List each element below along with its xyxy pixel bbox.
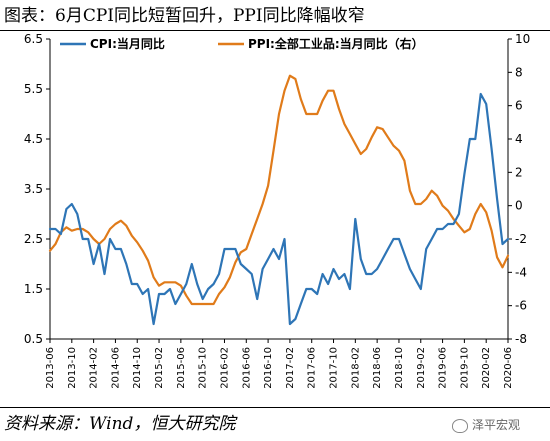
x-tick-label: 2014-10 — [132, 347, 143, 389]
x-tick-label: 2019-02 — [416, 347, 427, 389]
x-tick-label: 2020-02 — [481, 347, 492, 389]
x-tick-label: 2019-06 — [438, 347, 449, 389]
y-right-tick-label: 10 — [515, 32, 530, 46]
y-right-tick-label: 2 — [515, 165, 523, 179]
x-tick-label: 2017-06 — [307, 347, 318, 389]
y-right-tick-label: 4 — [515, 132, 523, 146]
chart-legend: CPI:当月同比 PPI:全部工业品:当月同比（右） — [60, 36, 424, 51]
chart-axes: 0.5 1.5 2.5 3.5 4.5 5.5 6.5 -8 -6 -4 -2 0 2 4 6 8 10 2013… — [24, 32, 530, 389]
source-note: 资料来源：Wind，恒大研究院 — [4, 414, 236, 434]
y-right-tick-label: -8 — [515, 332, 527, 346]
x-tick-label: 2020-06 — [503, 347, 514, 389]
x-tick-label: 2013-06 — [45, 347, 56, 389]
y-right-tick-label: -6 — [515, 299, 527, 313]
wechat-icon — [452, 418, 468, 433]
watermark-text: 泽平宏观 — [472, 418, 521, 432]
x-tick-label: 2014-02 — [89, 347, 100, 389]
cpi-series-line — [48, 92, 510, 326]
x-tick-label: 2014-06 — [110, 347, 121, 389]
line-chart: 0.5 1.5 2.5 3.5 4.5 5.5 6.5 -8 -6 -4 -2 0 2 4 6 8 10 2013… — [24, 32, 530, 389]
y-right-tick-label: -4 — [515, 265, 527, 279]
x-tick-label: 2017-02 — [285, 347, 296, 389]
source-divider — [0, 407, 550, 408]
x-tick-label: 2017-10 — [329, 347, 340, 389]
x-tick-label: 2015-02 — [154, 347, 165, 389]
ppi-series-line — [48, 74, 510, 306]
watermark: 泽平宏观 — [452, 413, 520, 437]
legend-ppi-label: PPI:全部工业品:当月同比（右） — [248, 36, 424, 51]
y-right-tick-label: 8 — [515, 65, 523, 79]
y-left-tick-label: 2.5 — [24, 232, 43, 246]
y-right-tick-label: 6 — [515, 99, 523, 113]
x-tick-label: 2016-10 — [263, 347, 274, 389]
legend-cpi-label: CPI:当月同比 — [90, 36, 165, 51]
x-tick-label: 2015-06 — [176, 347, 187, 389]
x-tick-label: 2016-02 — [219, 347, 230, 389]
y-left-tick-label: 5.5 — [24, 82, 43, 96]
y-left-tick-label: 6.5 — [24, 32, 43, 46]
x-tick-label: 2018-06 — [372, 347, 383, 389]
y-right-tick-label: -2 — [515, 232, 527, 246]
x-tick-label: 2018-02 — [350, 347, 361, 389]
x-tick-label: 2018-10 — [394, 347, 405, 389]
y-left-tick-label: 1.5 — [24, 282, 43, 296]
x-tick-label: 2016-06 — [241, 347, 252, 389]
x-tick-label: 2019-10 — [459, 347, 470, 389]
y-right-tick-label: 0 — [515, 199, 523, 213]
x-tick-label: 2015-10 — [198, 347, 209, 389]
y-left-tick-label: 3.5 — [24, 182, 43, 196]
y-left-tick-label: 4.5 — [24, 132, 43, 146]
chart-series — [48, 74, 510, 326]
y-left-tick-label: 0.5 — [24, 332, 43, 346]
title-divider — [0, 30, 550, 31]
x-tick-label: 2013-10 — [67, 347, 78, 389]
chart-title: 图表：6月CPI同比短暂回升，PPI同比降幅收窄 — [4, 6, 365, 26]
